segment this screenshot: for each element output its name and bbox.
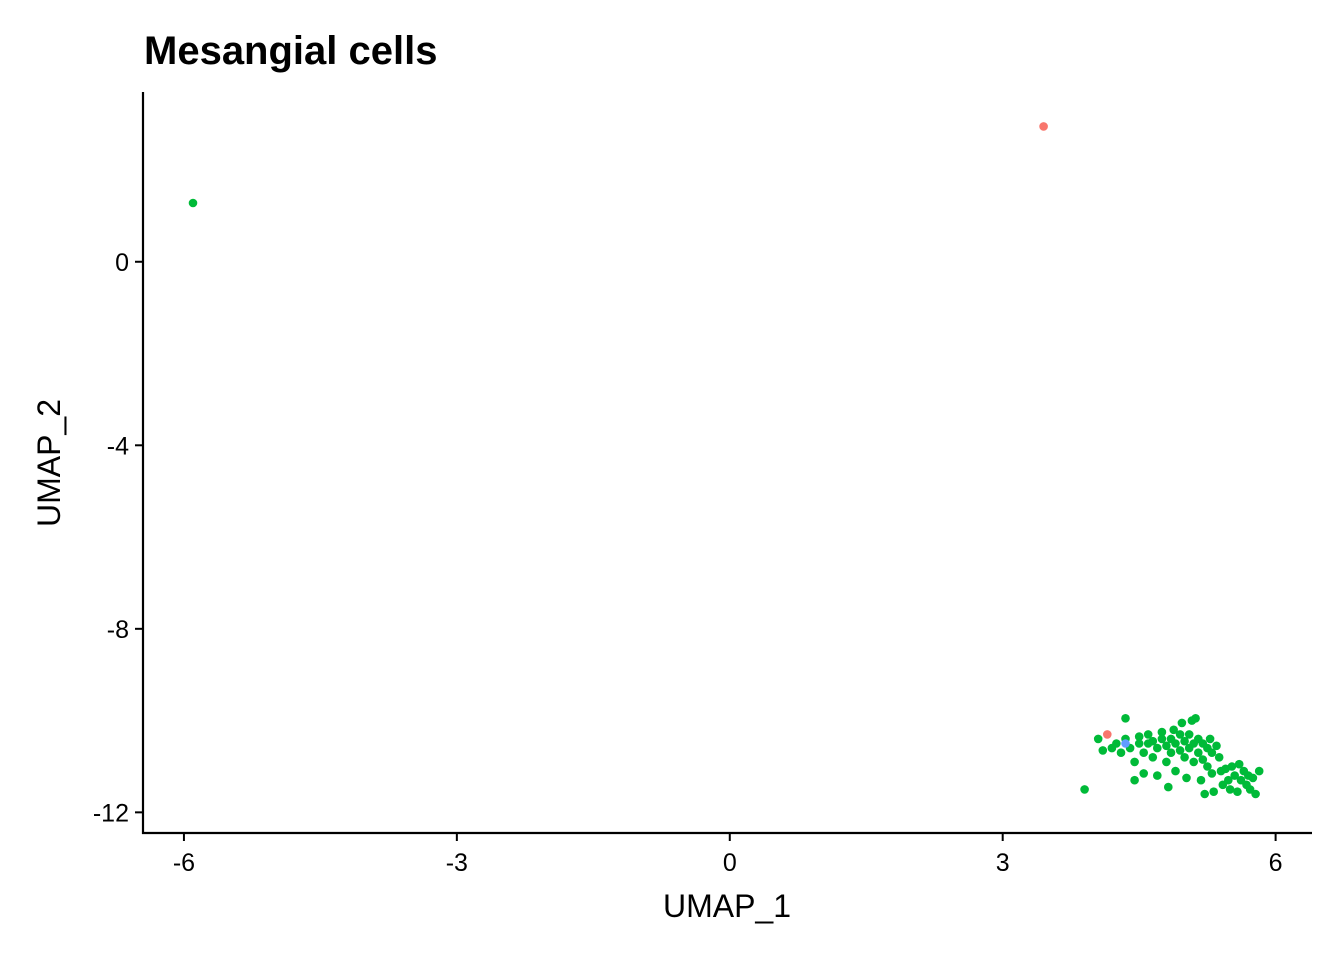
data-point — [1189, 757, 1198, 767]
data-point — [1143, 730, 1153, 739]
axes — [141, 92, 1312, 835]
x-tick-label: -6 — [173, 849, 195, 877]
data-point — [1207, 748, 1217, 757]
data-point — [1153, 743, 1162, 753]
data-point — [1214, 753, 1224, 762]
data-point — [1093, 734, 1103, 744]
data-point — [1098, 746, 1108, 755]
data-point — [1175, 746, 1185, 755]
data-point — [1134, 732, 1144, 741]
data-point — [1148, 736, 1158, 746]
chart-title: Mesangial cells — [144, 29, 437, 73]
data-point — [1227, 762, 1237, 771]
y-tick-label: -4 — [107, 432, 129, 460]
data-point — [1112, 739, 1121, 748]
data-point — [1225, 785, 1235, 794]
x-tick-label: -3 — [446, 849, 468, 877]
data-point — [1103, 730, 1112, 739]
x-ticks: -6 -3 0 3 6 — [173, 833, 1283, 877]
data-point — [1205, 734, 1215, 744]
data-point — [1180, 736, 1189, 746]
data-point — [1148, 753, 1158, 762]
data-point — [1134, 739, 1144, 748]
data-point — [1177, 718, 1187, 728]
data-point — [1121, 714, 1130, 723]
data-point — [1196, 775, 1206, 785]
data-point — [1180, 753, 1189, 762]
data-point — [1171, 766, 1180, 776]
data-point — [1198, 755, 1208, 764]
data-point — [1234, 759, 1244, 769]
data-point — [1203, 762, 1212, 771]
data-point — [188, 198, 198, 208]
data-point — [1164, 782, 1173, 792]
data-point — [1175, 730, 1185, 739]
data-point — [1169, 725, 1178, 735]
x-tick-label: 6 — [1269, 849, 1283, 877]
y-tick-label: 0 — [115, 249, 129, 277]
data-point — [1130, 757, 1139, 767]
data-point — [1157, 727, 1167, 737]
data-point — [1207, 769, 1217, 778]
data-point — [1191, 714, 1200, 723]
x-tick-label: 0 — [723, 849, 737, 877]
data-point — [1139, 748, 1148, 757]
data-point — [1248, 773, 1258, 783]
data-point — [1153, 771, 1162, 780]
data-point — [1224, 775, 1233, 785]
data-point — [1157, 734, 1167, 744]
y-tick-label: -8 — [107, 616, 129, 644]
data-point — [1209, 787, 1218, 796]
data-point — [1080, 785, 1089, 794]
data-point — [1254, 766, 1264, 776]
y-ticks: 0 -4 -8 -12 — [93, 249, 143, 827]
data-point — [1233, 787, 1242, 796]
y-axis-label: UMAP_2 — [31, 399, 67, 527]
data-point — [1200, 789, 1209, 799]
data-point — [1230, 771, 1239, 780]
data-point — [1171, 739, 1180, 748]
data-point — [1139, 769, 1148, 778]
x-tick-label: 3 — [996, 849, 1010, 877]
data-point — [1162, 757, 1171, 767]
x-axis-label: UMAP_1 — [663, 888, 791, 924]
y-tick-label: -12 — [93, 799, 129, 827]
data-point — [1039, 122, 1048, 131]
data-point — [1184, 730, 1194, 739]
data-point — [1121, 739, 1130, 748]
data-point — [1130, 775, 1139, 785]
data-point — [1194, 748, 1203, 757]
data-point — [1182, 773, 1191, 783]
data-point — [1212, 741, 1221, 751]
data-point — [1166, 748, 1176, 757]
scatter-points — [188, 122, 1264, 799]
data-point — [1251, 789, 1260, 799]
data-point — [1162, 741, 1171, 751]
data-point — [1116, 748, 1126, 757]
